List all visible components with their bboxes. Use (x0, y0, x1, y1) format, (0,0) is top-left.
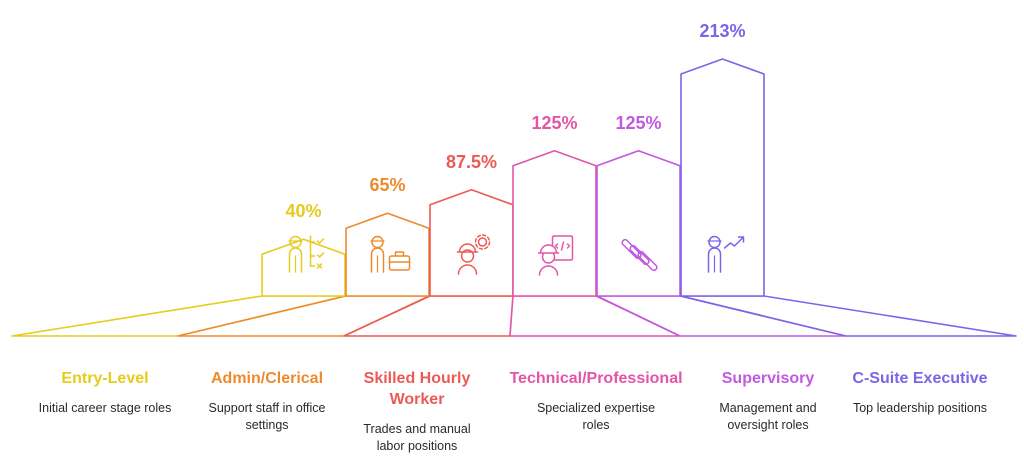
value-label-3: 87.5% (445, 151, 498, 172)
bar-tower-2 (345, 212, 430, 297)
category-description: Specialized expertise roles (536, 401, 656, 432)
category-5: Supervisory Management and oversight role… (678, 368, 858, 434)
worker-code-icon (537, 235, 574, 276)
category-description: Top leadership positions (852, 401, 988, 415)
value-label-4: 125% (531, 112, 578, 133)
value-label-2: 65% (369, 175, 406, 196)
category-1: Entry-Level Initial career stage roles (15, 368, 195, 417)
diagonal-stripes-icon (621, 238, 658, 272)
category-3: Skilled Hourly Worker Trades and manual l… (327, 368, 507, 455)
category-2: Admin/Clerical Support staff in office se… (177, 368, 357, 434)
value-label-6: 213% (699, 21, 746, 41)
value-label-1: 40% (285, 201, 322, 222)
category-description: Trades and manual labor positions (363, 422, 471, 453)
worker-gear-icon (456, 234, 491, 275)
bar-tower-3 (429, 189, 514, 297)
category-title: Supervisory (721, 370, 815, 387)
worker-checklist-icon (288, 235, 325, 273)
worker-briefcase-icon (370, 235, 411, 273)
bar-tower-4 (512, 149, 597, 297)
category-title: Entry-Level (61, 370, 149, 387)
category-description: Initial career stage roles (38, 401, 172, 415)
executive-growth-icon (707, 235, 745, 273)
category-title: C-Suite Executive (852, 370, 988, 387)
category-title: Admin/Clerical (210, 370, 324, 387)
category-4: Technical/Professional Specialized expert… (506, 368, 686, 434)
category-title: Technical/Professional (509, 370, 683, 387)
category-6: C-Suite Executive Top leadership position… (830, 368, 1010, 417)
category-description: Support staff in office settings (208, 401, 326, 432)
category-description: Management and oversight roles (719, 401, 817, 432)
bar-tower-1 (261, 238, 346, 297)
bar-tower-6 (680, 58, 765, 297)
value-label-5: 125% (615, 112, 662, 133)
category-title: Skilled Hourly Worker (363, 370, 471, 408)
bar-tower-5 (596, 149, 681, 297)
